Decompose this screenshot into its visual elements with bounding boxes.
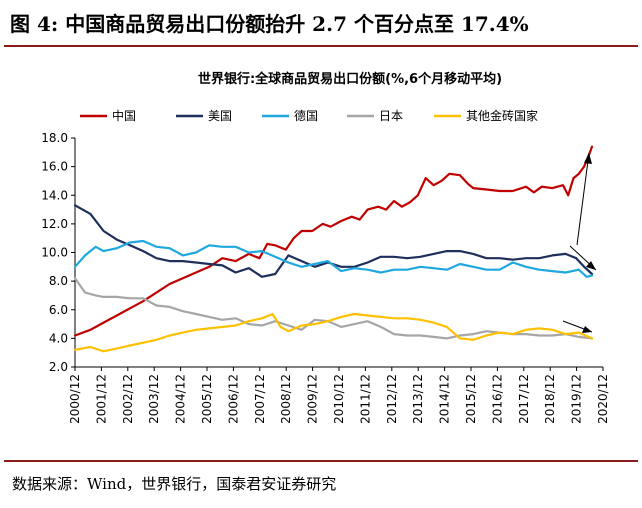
x-tick-label: 2016/12: [490, 374, 504, 424]
x-tick-label: 2007/12: [253, 374, 267, 424]
x-tick-label: 2006/12: [226, 374, 240, 424]
x-tick-label: 2010/12: [332, 374, 346, 424]
y-tick-label: 6.0: [49, 303, 68, 317]
x-tick-label: 2019/12: [570, 374, 584, 424]
series-line-0: [73, 145, 594, 337]
y-tick-label: 8.0: [49, 274, 68, 288]
top-divider: [4, 45, 638, 47]
legend: 中国 美国 德国 日本 其他金砖国家: [80, 108, 538, 123]
figure-title: 图 4: 中国商品贸易出口份额抬升 2.7 个百分点至 17.4%: [10, 12, 529, 36]
x-tick-label: 2013/12: [411, 374, 425, 424]
x-tick-label: 2009/12: [306, 374, 320, 424]
source-note: 数据来源：Wind，世界银行，国泰君安证券研究: [12, 475, 337, 493]
y-tick-label: 18.0: [41, 131, 68, 145]
y-tick-label: 4.0: [49, 331, 68, 345]
line-chart: 世界银行:全球商品贸易出口份额(%,6个月移动平均) 中国 美国 德国 日本 其他金砖国…: [41, 71, 610, 424]
x-tick-label: 2001/12: [94, 374, 108, 424]
x-tick-label: 2017/12: [517, 374, 531, 424]
legend-label-2: 德国: [294, 108, 318, 123]
y-tick-label: 10.0: [41, 246, 68, 260]
bottom-divider: [4, 460, 638, 462]
x-tick-label: 2004/12: [174, 374, 188, 424]
x-tick-label: 2008/12: [279, 374, 293, 424]
japan-brics-trend-arrowhead: [582, 326, 592, 333]
x-tick-label: 2003/12: [147, 374, 161, 424]
us-germany-trend-arrowhead: [586, 261, 596, 270]
legend-label-1: 美国: [208, 109, 232, 123]
y-axis: 2.0 4.0 6.0 8.0 10.0 12.0 14.0 16.0 18.0: [41, 131, 76, 374]
x-tick-label: 2002/12: [121, 374, 135, 424]
legend-label-4: 其他金砖国家: [466, 108, 538, 123]
series-line-2: [73, 239, 594, 278]
series-line-4: [73, 312, 594, 353]
x-tick-label: 2011/12: [358, 374, 372, 424]
series-line-3: [73, 277, 594, 340]
y-tick-label: 12.0: [41, 217, 68, 231]
x-tick-label: 2014/12: [438, 374, 452, 424]
y-tick-label: 16.0: [41, 160, 68, 174]
x-tick-label: 2012/12: [385, 374, 399, 424]
series-line-1: [73, 204, 594, 278]
legend-label-0: 中国: [112, 108, 136, 123]
legend-label-3: 日本: [379, 109, 403, 123]
chart-title: 世界银行:全球商品贸易出口份额(%,6个月移动平均): [198, 71, 502, 87]
y-tick-label: 2.0: [49, 360, 68, 374]
x-axis: 2000/12 2001/12 2002/12 2003/12 2004/12 2005/…: [68, 366, 610, 424]
trend-arrows: [562, 152, 597, 333]
series-layer: [73, 145, 594, 353]
x-tick-label: 2020/12: [596, 374, 610, 424]
y-tick-label: 14.0: [41, 188, 68, 202]
x-tick-label: 2018/12: [543, 374, 557, 424]
x-tick-label: 2000/12: [68, 374, 82, 424]
china-trend-arrowhead: [584, 153, 592, 164]
x-tick-label: 2005/12: [200, 374, 214, 424]
china-trend-arrow: [576, 152, 590, 246]
x-tick-label: 2015/12: [464, 374, 478, 424]
